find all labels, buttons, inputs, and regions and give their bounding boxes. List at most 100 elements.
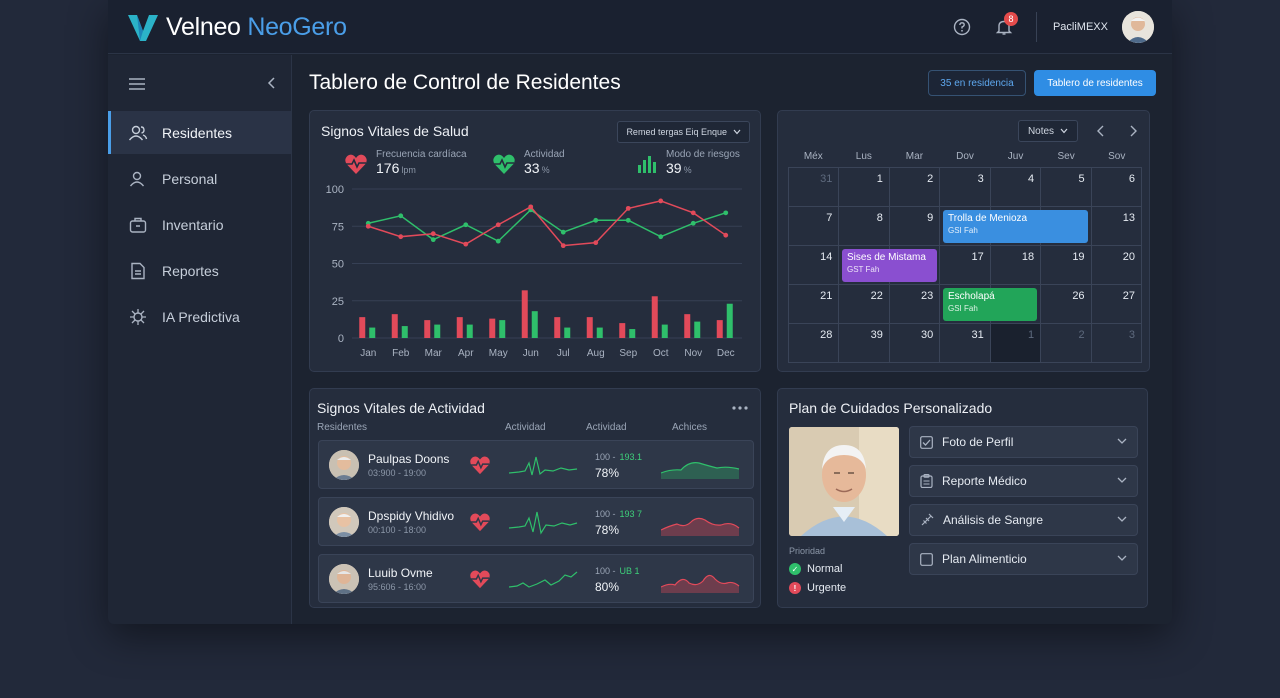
calendar-day[interactable]: 26	[1041, 285, 1092, 324]
care-item-profile-photo[interactable]: Foto de Perfil	[909, 426, 1138, 458]
care-item-meal-plan[interactable]: Plan Alimenticio	[909, 543, 1138, 575]
metric-label: Modo de riesgos	[666, 149, 740, 160]
logo[interactable]: Velneo NeoGero	[126, 11, 347, 43]
calendar-day[interactable]: 3	[940, 168, 991, 207]
brain-icon	[130, 308, 146, 325]
calendar-day[interactable]: 8	[839, 207, 890, 246]
x-tick-label: Jan	[360, 348, 376, 359]
calendar-day[interactable]: 13	[1091, 207, 1142, 246]
calendar-day[interactable]: 5	[1041, 168, 1092, 207]
calendar-day[interactable]: 6	[1091, 168, 1142, 207]
calendar-day[interactable]: 23	[889, 285, 941, 324]
bar-red	[684, 314, 691, 338]
bar-green	[726, 303, 733, 338]
user-name[interactable]: PacliMEXX	[1052, 21, 1108, 33]
chevron-down-icon	[1117, 477, 1127, 483]
chevron-down-icon	[1117, 555, 1127, 561]
activity-range: 100 -193.1	[595, 452, 642, 462]
check-icon: ✓	[789, 563, 801, 575]
calendar-event[interactable]: Escholapá GSI Fah	[943, 288, 1037, 321]
calendar-day[interactable]: 28	[789, 324, 840, 363]
care-item-medical-report[interactable]: Reporte Médico	[909, 465, 1138, 497]
point-green	[593, 217, 599, 223]
calendar-event[interactable]: Sises de Mistama GST Fah	[842, 249, 937, 282]
calendar-day[interactable]: 30	[889, 324, 941, 363]
activity-percent: 78%	[595, 466, 620, 480]
sidebar-item-label: Residentes	[162, 124, 233, 141]
care-item-blood-analysis[interactable]: Análisis de Sangre	[909, 504, 1138, 536]
residents-dashboard-button[interactable]: Tablero de residentes	[1034, 70, 1156, 96]
care-item-label: Reporte Médico	[942, 474, 1027, 488]
menu-icon[interactable]	[128, 77, 146, 91]
document-icon	[131, 262, 145, 279]
calendar-day[interactable]: 19	[1041, 246, 1092, 285]
chevron-left-icon[interactable]	[267, 76, 277, 90]
resident-row[interactable]: Dpspidy Vhidivo 00:100 - 18:00 100 -193 …	[318, 497, 754, 546]
sidebar-item-ia-predictiva[interactable]: IA Predictiva	[108, 295, 291, 338]
heart-rate-icon	[470, 513, 490, 532]
day-number: 39	[870, 329, 883, 341]
sidebar-item-reportes[interactable]: Reportes	[108, 249, 291, 292]
calendar-day[interactable]: 2	[889, 168, 941, 207]
resident-row[interactable]: Paulpas Doons 03:900 - 19:00 100 -193.1 …	[318, 440, 754, 489]
calendar-day[interactable]: 2	[1041, 324, 1092, 363]
resident-row[interactable]: Luuib Ovme 95:606 - 16:00 100 - UB 1 80%	[318, 554, 754, 603]
sidebar-item-personal[interactable]: Personal	[108, 157, 291, 200]
bar-green	[564, 327, 571, 338]
sidebar-item-residentes[interactable]: Residentes	[108, 111, 291, 154]
day-number: 31	[971, 329, 984, 341]
calendar-day[interactable]: 4	[990, 168, 1042, 207]
day-number: 17	[971, 251, 984, 263]
calendar-day[interactable]: 31	[789, 168, 840, 207]
column-header: Actividad	[505, 422, 546, 433]
activity-range: 100 -193 7	[595, 509, 642, 519]
help-icon[interactable]	[948, 13, 976, 41]
calendar-day[interactable]: 31	[940, 324, 991, 363]
bar-green	[694, 321, 701, 338]
bar-green	[434, 324, 441, 338]
more-icon[interactable]	[732, 406, 748, 410]
calendar-day[interactable]: 1	[990, 324, 1042, 363]
calendar-day[interactable]: 3	[1091, 324, 1142, 363]
chevron-down-icon	[1060, 128, 1068, 134]
calendar-day[interactable]: 17	[940, 246, 991, 285]
bell-icon[interactable]: 8	[990, 12, 1018, 41]
care-plan-card: Plan de Cuidados Personalizado Prioridad…	[777, 388, 1148, 608]
bar-green	[531, 311, 538, 338]
calendar-day[interactable]: 18	[990, 246, 1042, 285]
calendar-day[interactable]: 21	[789, 285, 840, 324]
chevron-left-icon[interactable]	[1096, 125, 1106, 137]
chevron-right-icon[interactable]	[1128, 125, 1138, 137]
priority-urgent[interactable]: ! Urgente	[789, 582, 846, 594]
calendar-day[interactable]: 1	[839, 168, 890, 207]
metric-unit: %	[683, 165, 692, 175]
notes-dropdown[interactable]: Notes	[1018, 120, 1078, 142]
priority-normal[interactable]: ✓ Normal	[789, 563, 842, 575]
calendar-event[interactable]: Trolla de Menioza GSI Fah	[943, 210, 1088, 243]
bar-red	[391, 314, 398, 338]
ecg-sparkline	[509, 456, 578, 476]
resident-name: Paulpas Doons	[368, 452, 450, 466]
sidebar-item-inventario[interactable]: Inventario	[108, 203, 291, 246]
calendar-day[interactable]: 39	[839, 324, 890, 363]
health-filter-dropdown[interactable]: Remed tergas Eiq Enque	[617, 121, 750, 143]
x-tick-label: Jun	[523, 348, 539, 359]
series-line-green	[368, 208, 726, 243]
point-green	[723, 210, 729, 216]
heart-rate-icon	[345, 154, 367, 174]
residents-count-button[interactable]: 35 en residencia	[928, 70, 1026, 96]
calendar-day[interactable]: 22	[839, 285, 890, 324]
calendar-day[interactable]: 20	[1091, 246, 1142, 285]
activity-vitals-card: Signos Vitales de Actividad Residentes A…	[309, 388, 761, 608]
calendar-day[interactable]: 9	[889, 207, 941, 246]
calendar-day[interactable]: 14	[789, 246, 840, 285]
checkbox-checked-icon	[920, 435, 933, 449]
y-tick-label: 50	[332, 259, 344, 271]
user-avatar[interactable]	[1122, 11, 1154, 43]
resident-avatar	[329, 450, 359, 480]
day-number: 22	[870, 290, 883, 302]
calendar-day[interactable]: 27	[1091, 285, 1142, 324]
calendar-day[interactable]: 7	[789, 207, 840, 246]
column-header: Achices	[672, 422, 708, 433]
app-window: Velneo NeoGero 8 PacliMEXX Residentes	[108, 0, 1172, 624]
